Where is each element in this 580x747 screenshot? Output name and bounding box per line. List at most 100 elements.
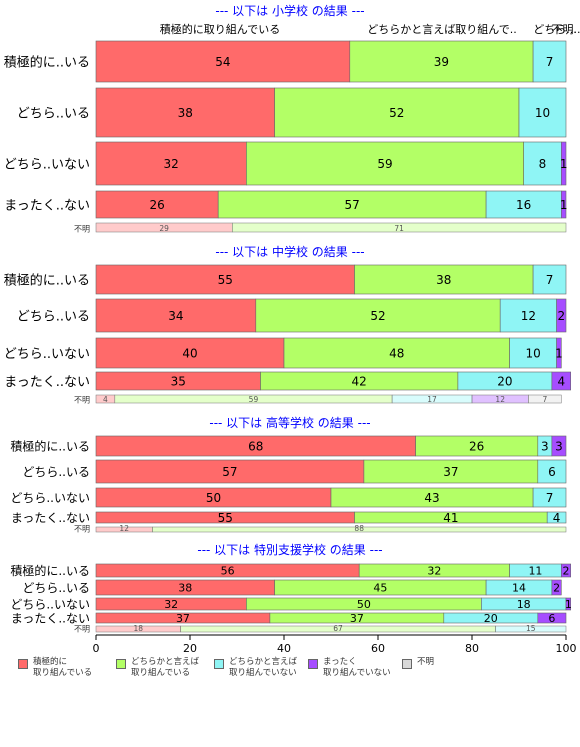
bar-segment [246, 141, 524, 186]
data-label: 3 [555, 440, 563, 454]
data-label: 4 [557, 375, 565, 389]
legend-item: どちらかと言えば 取り組んでいる [116, 657, 199, 679]
bar-segment [95, 87, 275, 138]
legend-label: どちらかと言えば 取り組んでいない [229, 657, 298, 678]
data-label: 59 [377, 157, 392, 171]
legend-label: 積極的に 取り組んでいる [33, 657, 93, 678]
data-label: 1 [555, 347, 563, 361]
bar-segment [95, 337, 285, 369]
x-tick-label: 0 [93, 642, 100, 655]
panel-title: --- 以下は 高等学校 の結果 --- [209, 415, 370, 430]
unknown-data-label: 4 [103, 395, 108, 404]
bar-segment [485, 190, 562, 219]
bar-segment [532, 40, 567, 83]
data-label: 32 [164, 598, 178, 611]
data-label: 16 [516, 198, 531, 212]
unknown-bar-segment [232, 222, 567, 233]
data-label: 6 [548, 465, 556, 479]
data-label: 14 [512, 582, 526, 595]
data-label: 26 [469, 440, 484, 454]
data-label: 52 [389, 106, 404, 120]
bar-segment [274, 87, 520, 138]
row-label: どちら..いる [17, 309, 90, 324]
row-label: まったく..ない [11, 612, 90, 626]
unknown-data-label: 67 [333, 624, 343, 633]
unknown-bar-segment [495, 625, 567, 633]
unknown-data-label: 71 [394, 224, 404, 233]
x-tick-label: 100 [556, 642, 577, 655]
data-label: 52 [370, 309, 385, 323]
data-label: 3 [541, 440, 549, 454]
legend-item: 不明 [402, 657, 434, 669]
row-label: まったく..ない [11, 511, 90, 525]
bar-segment [546, 511, 567, 524]
bar-segment [537, 612, 567, 624]
data-label: 35 [171, 375, 186, 389]
bar-segment [551, 371, 572, 391]
bar-segment [537, 459, 567, 484]
data-label: 45 [373, 582, 387, 595]
bar-segment [499, 298, 557, 333]
data-label: 7 [546, 55, 554, 69]
data-label: 1 [565, 598, 572, 611]
data-label: 40 [182, 347, 197, 361]
bar-segment [560, 141, 567, 186]
header-label: 積極的に取り組んでいる [160, 22, 280, 36]
unknown-data-label: 7 [542, 395, 547, 404]
row-label: 積極的に..いる [10, 439, 90, 454]
data-label: 55 [218, 273, 233, 287]
data-label: 37 [350, 612, 364, 625]
unknown-data-label: 15 [526, 624, 536, 633]
x-tick-label: 80 [465, 642, 479, 655]
bar-segment [349, 40, 534, 83]
data-label: 39 [434, 55, 449, 69]
bar-segment [518, 87, 567, 138]
row-label: 積極的に..いる [10, 563, 90, 578]
data-label: 37 [443, 465, 458, 479]
bar-segment [283, 337, 510, 369]
data-label: 68 [248, 440, 263, 454]
panel-title: --- 以下は 中学校 の結果 --- [215, 244, 364, 259]
data-label: 57 [345, 198, 360, 212]
legend-label: 不明 [417, 657, 435, 667]
data-label: 32 [164, 157, 179, 171]
unknown-data-label: 17 [427, 395, 437, 404]
legend-item: どちらかと言えば 取り組んでいない [214, 657, 297, 679]
data-label: 20 [484, 612, 498, 625]
bar-segment [551, 435, 567, 457]
data-label: 10 [525, 347, 540, 361]
x-tick-label: 60 [371, 642, 385, 655]
legend-swatch [116, 659, 126, 669]
bar-segment [560, 190, 567, 219]
legend-swatch [214, 659, 224, 669]
header-label: 不明.. [552, 23, 580, 36]
row-label: どちら..いる [22, 581, 90, 595]
bar-segment [551, 579, 562, 596]
data-label: 50 [357, 598, 371, 611]
data-label: 2 [563, 565, 570, 578]
unknown-bar-segment [152, 526, 567, 533]
data-label: 57 [222, 465, 237, 479]
data-label: 32 [427, 565, 441, 578]
data-label: 18 [517, 598, 531, 611]
row-label: どちら..いない [4, 347, 90, 362]
unknown-data-label: 12 [119, 524, 129, 533]
legend-swatch [308, 659, 318, 669]
data-label: 38 [178, 106, 193, 120]
unknown-row-label: 不明 [74, 525, 90, 534]
data-label: 50 [206, 491, 221, 505]
unknown-row-label: 不明 [74, 625, 90, 634]
legend-swatch [402, 659, 412, 669]
bar-segment [95, 141, 247, 186]
panel-title: --- 以下は 小学校 の結果 --- [215, 3, 364, 18]
data-label: 54 [215, 55, 230, 69]
row-label: どちら..いる [17, 106, 90, 121]
legend-swatch [18, 659, 28, 669]
bar-segment [532, 487, 567, 508]
data-label: 48 [389, 347, 404, 361]
data-label: 10 [535, 106, 550, 120]
bar-segment [556, 298, 567, 333]
data-label: 7 [546, 273, 554, 287]
unknown-bar-segment [528, 394, 562, 404]
